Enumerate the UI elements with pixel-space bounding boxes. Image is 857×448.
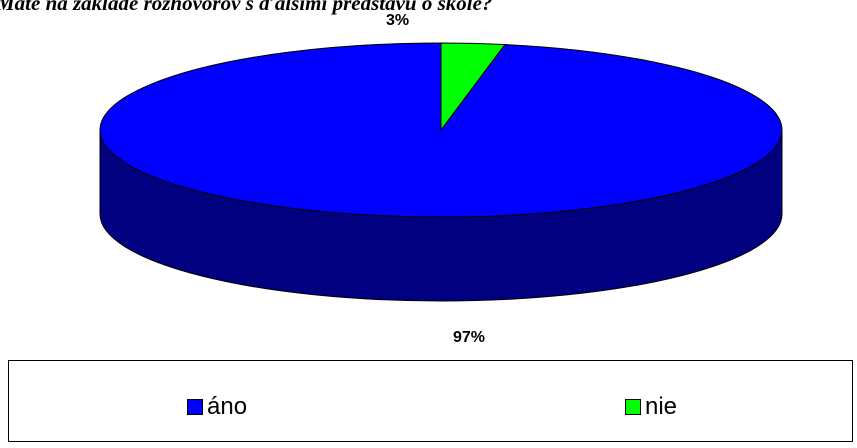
- chart-title: Máte na základe rozhovorov s ďalšími pre…: [0, 0, 493, 15]
- legend: áno nie: [8, 360, 853, 442]
- pie-slice-nie: [440, 42, 506, 132]
- pie-chart: [99, 42, 783, 302]
- data-label-ano: 97%: [453, 329, 486, 346]
- data-label-nie: 3%: [386, 12, 410, 29]
- pie-top-group: [99, 42, 783, 218]
- legend-label-ano: áno: [207, 393, 248, 420]
- legend-swatch-nie: [625, 399, 641, 415]
- legend-label-nie: nie: [645, 393, 678, 420]
- legend-swatch-ano: [187, 399, 203, 415]
- legend-item-ano: áno: [187, 394, 247, 420]
- legend-item-nie: nie: [625, 394, 677, 420]
